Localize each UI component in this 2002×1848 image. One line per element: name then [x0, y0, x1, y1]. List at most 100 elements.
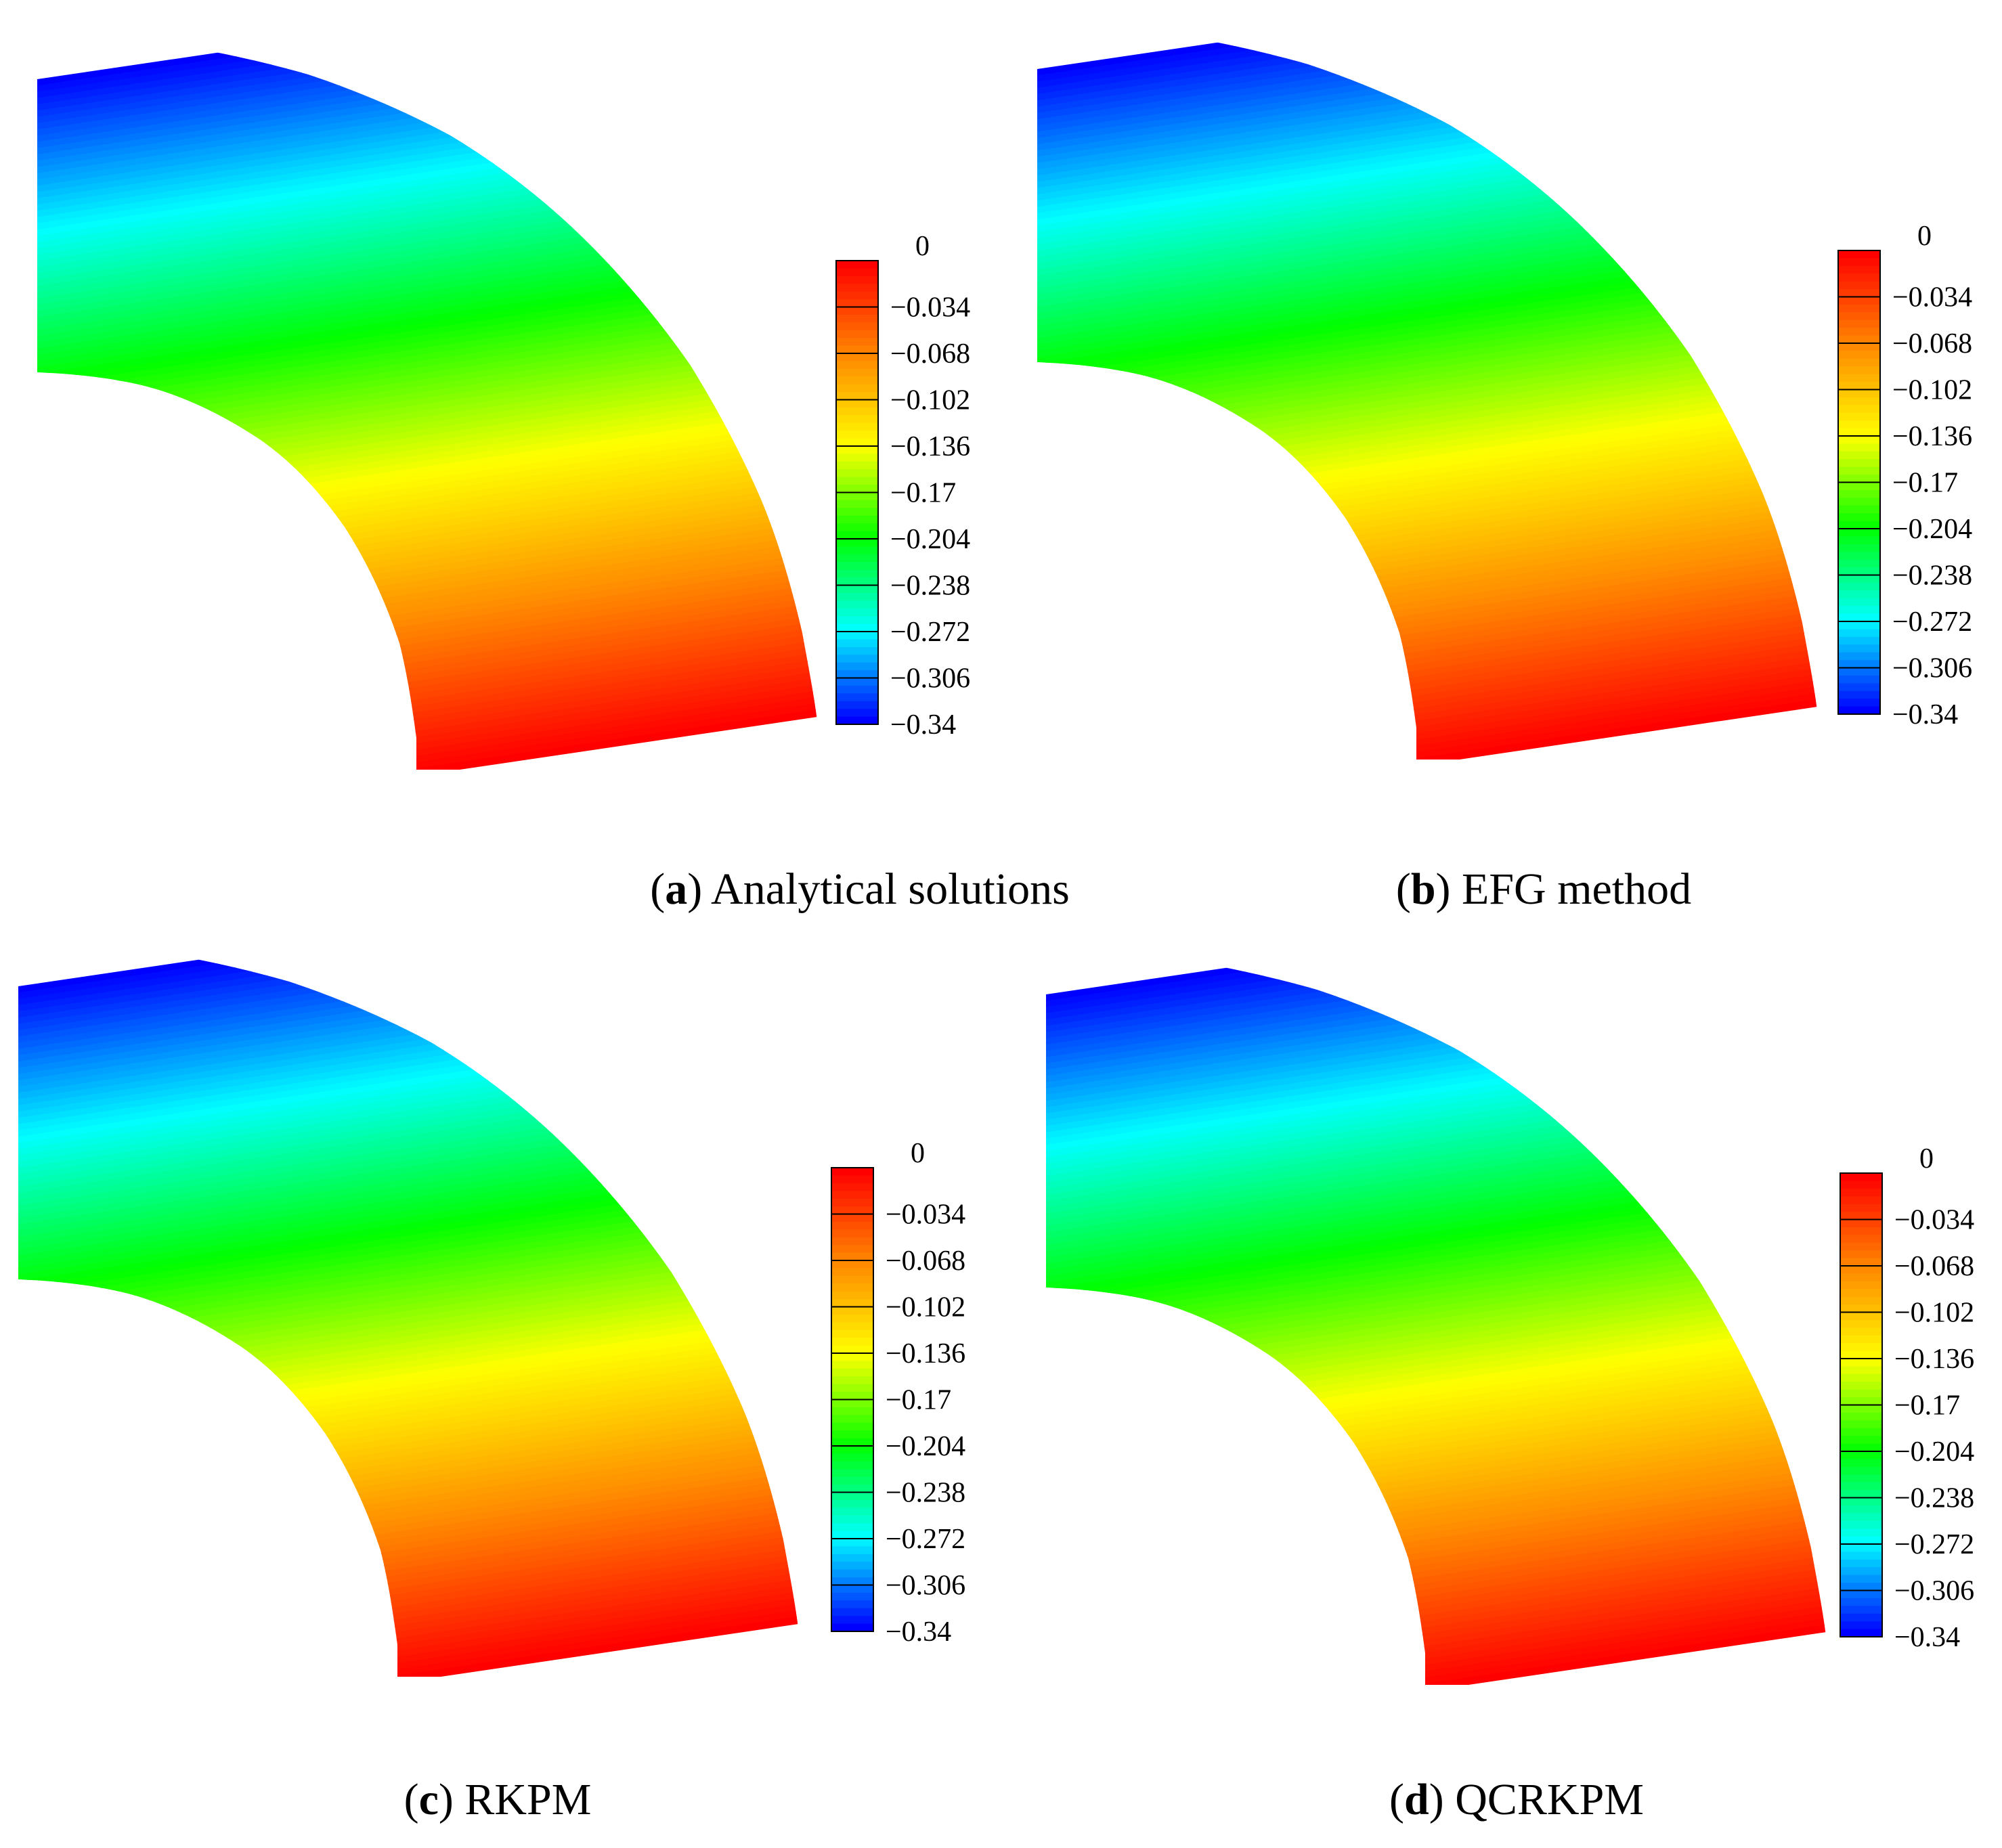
colorbar-gradient-step [836, 454, 878, 462]
colorbar-gradient-step [1838, 397, 1880, 406]
colorbar-gradient-step [836, 299, 878, 308]
colorbar-gradient-step [1838, 250, 1880, 259]
colorbar: 0 −0.034 −0.068 −0.102 −0.136 −0.17 −0.204 −0.2… [831, 1138, 965, 1648]
colorbar-gradient-step [831, 1515, 873, 1524]
colorbar-gradient-step [1838, 675, 1880, 684]
colorbar-gradient-step [1838, 436, 1880, 445]
colorbar-gradient-step [831, 1438, 873, 1447]
field-band [1037, 293, 1819, 423]
colorbar-gradient-step [831, 1329, 873, 1339]
colorbar-gradient-step [836, 562, 878, 571]
colorbar-gradient-step [1840, 1397, 1882, 1406]
colorbar-gradient-step [1838, 606, 1880, 615]
colorbar-gradient-step [836, 276, 878, 285]
panel-a: 0 −0.034 −0.068 −0.102 −0.136 −0.17 −0.204 −0.2… [37, 0, 1070, 914]
colorbar-gradient-step [831, 1175, 873, 1184]
colorbar-tick-label: 0 [915, 231, 930, 262]
colorbar-gradient-step [836, 577, 878, 586]
colorbar-gradient-step [831, 1291, 873, 1300]
colorbar-gradient-step [831, 1546, 873, 1555]
colorbar-gradient-step [836, 600, 878, 609]
colorbar-tick-label: −0.306 [1894, 1576, 1974, 1607]
colorbar-gradient-step [831, 1623, 873, 1632]
colorbar-gradient-step [831, 1569, 873, 1579]
field-band [37, 673, 819, 770]
colorbar-tick-label: −0.17 [1892, 468, 1958, 499]
colorbar-gradient-step [836, 477, 878, 486]
field-band [1037, 312, 1819, 442]
field-band [18, 1229, 800, 1359]
colorbar-gradient-step [1838, 636, 1880, 646]
colorbar-gradient-step [1838, 690, 1880, 700]
field-band [18, 1223, 800, 1353]
colorbar-gradient-step [831, 1531, 873, 1539]
colorbar-tick-label: −0.17 [886, 1385, 951, 1416]
colorbar-tick-label: −0.034 [1892, 282, 1972, 313]
colorbar-gradient-step [831, 1353, 873, 1362]
field-band [1046, 1237, 1828, 1367]
colorbar-gradient-step [1840, 1451, 1882, 1460]
colorbar-gradient-step [836, 716, 878, 725]
field-band [37, 692, 819, 770]
colorbar-tick-label: −0.068 [890, 338, 970, 370]
colorbar-gradient-step [1838, 258, 1880, 267]
colorbar-gradient-step [836, 314, 878, 324]
field-band [37, 679, 819, 770]
colorbar-tick-label: −0.068 [1892, 328, 1972, 359]
colorbar-gradient-step [836, 399, 878, 408]
colorbar-tick-label: −0.17 [1894, 1390, 1960, 1422]
colorbar-gradient-step [1840, 1443, 1882, 1452]
field-band [18, 1593, 800, 1677]
colorbar-gradient-step [1840, 1258, 1882, 1267]
colorbar-gradient-step [831, 1191, 873, 1200]
colorbar-gradient-step [1840, 1382, 1882, 1390]
field-band [37, 272, 819, 402]
colorbar-gradient-step [1838, 466, 1880, 476]
colorbar-gradient-step [836, 616, 878, 625]
colorbar-gradient-step [831, 1577, 873, 1586]
colorbar-gradient-step [1838, 451, 1880, 460]
colorbar-gradient-step [836, 469, 878, 478]
colorbar-tick-label: −0.136 [1892, 421, 1972, 452]
field-band [18, 1605, 800, 1677]
colorbar-tick-label: −0.272 [886, 1524, 965, 1555]
colorbar-gradient-step [1838, 312, 1880, 321]
field-band [37, 278, 819, 408]
colorbar-gradient-step [1840, 1312, 1882, 1321]
colorbar-gradient-step [836, 368, 878, 378]
colorbar-gradient-step [1840, 1490, 1882, 1499]
colorbar-gradient-step [1840, 1544, 1882, 1553]
colorbar-gradient-step [1840, 1606, 1882, 1614]
field-layers [18, 887, 800, 1677]
field-band [1037, 268, 1819, 398]
field-band [37, 297, 819, 427]
colorbar-gradient-step [831, 1407, 873, 1416]
colorbar-gradient-step [1840, 1590, 1882, 1599]
colorbar-tick-label: −0.17 [890, 478, 956, 509]
colorbar-tick-label: −0.238 [886, 1478, 965, 1509]
field-band [1046, 1231, 1828, 1361]
field-band [1046, 1601, 1828, 1685]
field-band [18, 1185, 800, 1315]
field-band [1037, 262, 1819, 392]
colorbar-gradient-step [1840, 1235, 1882, 1244]
colorbar-gradient-step [831, 1499, 873, 1509]
colorbar-tick-label: −0.034 [1894, 1205, 1974, 1236]
colorbar-gradient-step [836, 569, 878, 579]
colorbar-gradient-step [1838, 281, 1880, 290]
colorbar-gradient-step [836, 670, 878, 679]
colorbar-gradient-step [1838, 567, 1880, 576]
colorbar-gradient-step [1838, 366, 1880, 375]
colorbar-gradient-step [1838, 598, 1880, 607]
colorbar-gradient-step [1840, 1173, 1882, 1182]
colorbar-gradient-step [836, 655, 878, 663]
colorbar-gradient-step [831, 1616, 873, 1625]
caption-text: ) EFG method [1436, 864, 1692, 914]
field-band [1037, 300, 1819, 430]
colorbar-gradient-step [831, 1314, 873, 1323]
colorbar-gradient-step [1838, 699, 1880, 707]
colorbar-gradient-step [831, 1368, 873, 1378]
colorbar-tick-label: −0.306 [890, 663, 970, 695]
colorbar-gradient-step [836, 392, 878, 401]
